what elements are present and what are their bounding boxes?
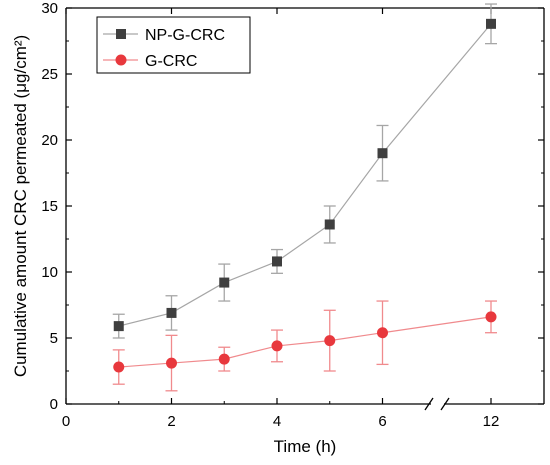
data-point (486, 18, 496, 29)
y-axis-title: Cumulative amount CRC permeated (μg/cm²) (11, 35, 30, 377)
axis-break-mark (440, 397, 450, 411)
data-point (377, 327, 388, 339)
axis-break-mark (424, 397, 434, 411)
data-point (485, 311, 497, 323)
y-tick-label: 15 (41, 198, 58, 215)
y-tick-label: 5 (50, 330, 58, 347)
data-point (324, 219, 335, 230)
plot-area: 0 5 10 15 20 25 30 0 2 4 6 12 (41, 0, 545, 430)
y-tick-label: 25 (41, 66, 58, 83)
data-point (377, 148, 388, 159)
data-point (271, 340, 283, 352)
data-point (218, 353, 230, 365)
legend-marker (116, 29, 126, 39)
legend: NP-G-CRC G-CRC (96, 16, 251, 74)
legend-marker (115, 54, 127, 66)
data-point (324, 335, 336, 347)
x-axis-title: Time (h) (274, 437, 337, 456)
series-np-g-crc (112, 3, 497, 339)
data-point (219, 277, 230, 288)
data-point (166, 357, 177, 369)
x-tick-label: 12 (483, 413, 500, 430)
x-tick-label: 6 (378, 413, 386, 430)
y-tick-label: 0 (50, 396, 58, 413)
series-g-crc (112, 300, 497, 392)
legend-label: G-CRC (145, 53, 197, 70)
data-point (272, 256, 282, 267)
legend-label: NP-G-CRC (145, 27, 225, 44)
y-tick-label: 10 (41, 264, 58, 281)
data-point (113, 321, 124, 332)
data-point (113, 361, 125, 373)
x-tick-label: 2 (167, 413, 175, 430)
y-tick-label: 20 (41, 132, 58, 149)
x-tick-label: 4 (273, 413, 281, 430)
y-tick-label: 30 (41, 0, 58, 17)
x-tick-label: 0 (62, 413, 70, 430)
data-point (166, 307, 177, 318)
